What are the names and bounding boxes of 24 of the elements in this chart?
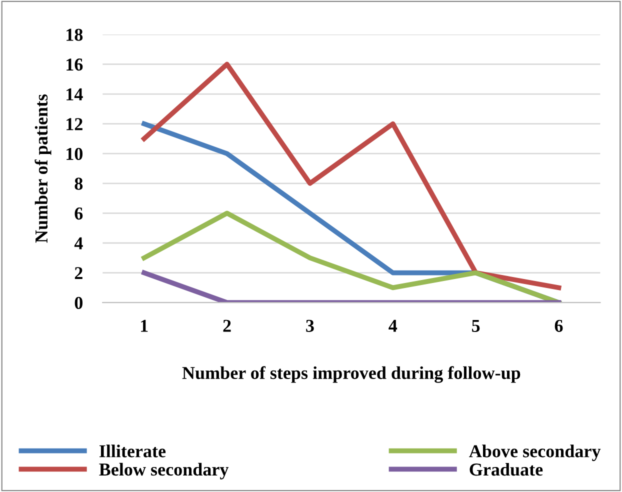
legend-label: Illiterate: [99, 444, 166, 458]
x-tick-label: 6: [554, 320, 563, 332]
line-series: [142, 210, 562, 303]
x-axis-title: Number of steps improved during follow-up: [182, 366, 520, 383]
y-tick-label: 2: [74, 267, 82, 280]
y-tick-label: 4: [74, 237, 83, 250]
legend-label: Above secondary: [469, 444, 601, 462]
y-tick-label: 12: [66, 118, 82, 130]
y-tick-label: 8: [74, 178, 83, 190]
y-tick-label: 6: [74, 208, 83, 220]
y-tick-label: 18: [66, 28, 83, 41]
x-tick-label: 3: [306, 320, 314, 332]
y-tick-label: 0: [74, 296, 82, 310]
x-tick-label: 5: [472, 320, 480, 332]
y-tick-label: 10: [66, 148, 82, 160]
line-series: [142, 62, 562, 290]
x-tick-label: 4: [388, 320, 398, 332]
x-tick-label: 2: [223, 320, 231, 332]
y-tick-label: 14: [66, 88, 83, 100]
x-tick-label: 1: [141, 320, 148, 332]
y-axis-title: Number of patients: [34, 94, 52, 243]
y-tick-label: 16: [66, 58, 83, 71]
legend-label: Graduate: [470, 462, 543, 476]
legend-label: Below secondary: [99, 462, 229, 480]
